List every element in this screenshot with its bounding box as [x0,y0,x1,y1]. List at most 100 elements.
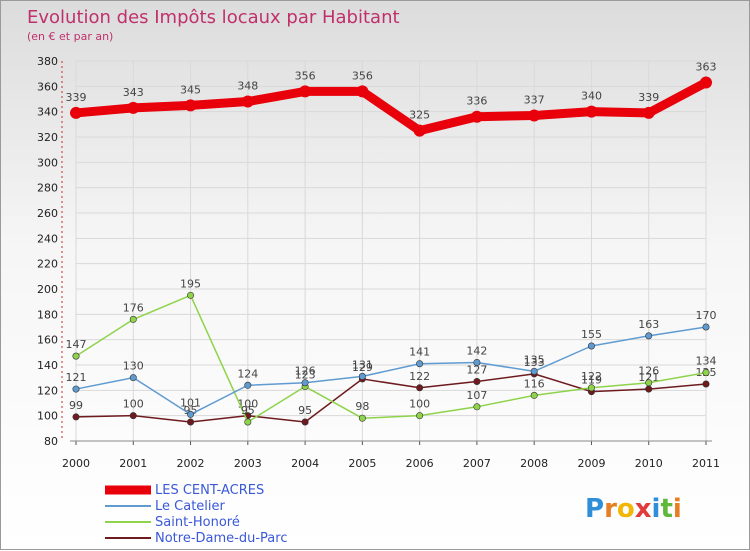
series-line [75,326,707,416]
data-label: 339 [66,91,87,104]
data-label: 101 [180,396,201,409]
data-label: 363 [696,61,717,74]
x-tick-label: 2006 [406,457,434,470]
data-point [358,372,366,380]
data-label: 345 [180,83,201,96]
series-3: 991009510095129122127133119121125 [69,356,717,426]
data-label: 126 [295,365,316,378]
y-tick-label: 380 [37,55,58,68]
data-label: 100 [237,398,258,411]
logo-letter: r [604,494,617,524]
data-point [187,410,195,418]
data-label: 100 [409,398,430,411]
proxiti-logo: Proxiti [585,494,682,524]
series-line [75,294,707,423]
data-point [416,384,424,392]
y-tick-label: 180 [37,308,58,321]
data-point [645,385,653,393]
data-point [587,342,595,350]
data-label: 126 [638,365,659,378]
data-point [700,76,712,89]
data-point [645,379,653,387]
data-label: 356 [352,69,373,82]
data-label: 131 [352,358,373,371]
data-point [72,352,80,360]
data-point [530,391,538,399]
data-point [301,418,309,426]
data-label: 107 [466,389,487,402]
data-point [244,418,252,426]
logo-letter: P [585,494,604,524]
x-tick-label: 2009 [577,457,605,470]
data-label: 121 [66,371,87,384]
y-tick-label: 80 [44,435,58,448]
y-tick-label: 360 [37,80,58,93]
data-label: 121 [638,371,659,384]
data-label: 123 [295,369,316,382]
y-tick-label: 320 [37,131,58,144]
data-label: 337 [524,93,545,106]
data-point [530,367,538,375]
data-point [528,109,541,122]
data-label: 356 [295,69,316,82]
data-point [356,85,369,98]
logo-letter: o [617,494,635,524]
x-tick-label: 2000 [62,457,90,470]
data-label: 129 [352,361,373,374]
data-label: 195 [180,277,201,290]
data-label: 95 [241,404,255,417]
series-2: 147 176 195 95 123 98 100 107 116 122 126 134 [66,277,717,426]
data-label: 339 [638,91,659,104]
data-label: 325 [409,109,430,122]
axes: 80 100 120 140 160 180 200 220 240 260 280 300 320 34… [37,55,720,470]
y-tick-label: 260 [37,207,58,220]
logo-letter: i [673,494,682,524]
y-tick-label: 300 [37,156,58,169]
logo-letter: t [660,494,672,524]
x-tick-label: 2001 [119,457,147,470]
x-tick-label: 2011 [692,457,720,470]
data-point [70,106,82,119]
legend-entry: Notre-Dame-du-Parc [155,531,287,546]
x-tick-label: 2008 [520,457,548,470]
data-point [702,323,710,331]
data-point [702,380,710,388]
data-label: 134 [696,355,717,368]
data-label: 95 [184,404,198,417]
y-tick-label: 200 [37,283,58,296]
x-tick-label: 2010 [635,457,663,470]
data-label: 141 [409,346,430,359]
y-tick-label: 220 [37,258,58,271]
x-tick-label: 2007 [463,457,491,470]
x-tick-label: 2002 [177,457,205,470]
data-label: 348 [237,80,258,93]
legend-entry: Saint-Honoré [155,515,240,530]
data-point [244,381,252,389]
y-tick-label: 160 [37,334,58,347]
data-point [299,85,312,98]
data-point [129,374,137,382]
data-label: 135 [524,353,545,366]
series-1: 121 130 101 124 126 131 141 142 135 155 163 170 [66,309,717,418]
data-point [241,95,254,108]
data-label: 119 [581,374,602,387]
series-layer: 9910095100951291221271331191211251471761… [66,61,717,426]
data-point [416,360,424,368]
logo-letter: x [635,494,652,524]
x-tick-label: 2003 [234,457,262,470]
series-line [75,373,707,423]
data-label: 340 [581,90,602,103]
chart-title: Evolution des Impôts locaux par Habitant [27,7,400,28]
data-point [184,99,197,112]
data-point [473,377,481,385]
data-label: 100 [123,398,144,411]
logo-text: Proxiti [585,494,682,524]
data-point [301,379,309,387]
data-point [642,106,655,119]
logo-letter: i [652,494,661,524]
data-label: 170 [696,309,717,322]
data-point [645,332,653,340]
